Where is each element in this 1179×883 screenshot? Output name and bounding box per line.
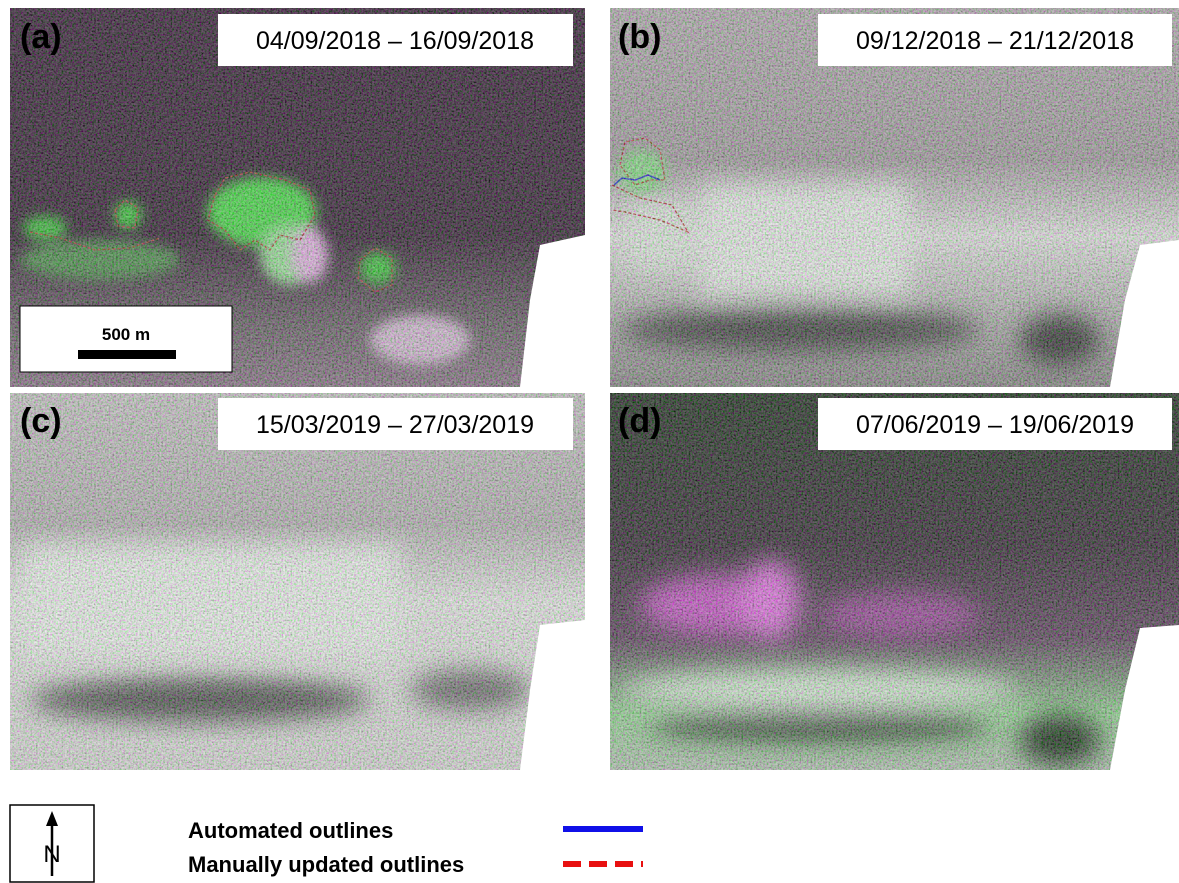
panel-label: (b) (618, 18, 661, 56)
panel-label: (a) (20, 18, 62, 56)
date-range: 15/03/2019 – 27/03/2019 (256, 411, 534, 439)
date-range: 04/09/2018 – 16/09/2018 (256, 27, 534, 55)
north-label: N (43, 841, 60, 868)
legend-label: Manually updated outlines (188, 852, 464, 877)
date-range: 09/12/2018 – 21/12/2018 (856, 27, 1134, 55)
scale-bar-label: 500 m (102, 325, 150, 344)
panel-label: (c) (20, 402, 62, 440)
scale-bar (78, 350, 176, 359)
figure: (a) 04/09/2018 – 16/09/2018 500 m (b) 09… (0, 0, 1179, 883)
date-range: 07/06/2019 – 19/06/2019 (856, 411, 1134, 439)
legend-label: Automated outlines (188, 818, 393, 843)
panel-label: (d) (618, 402, 661, 440)
